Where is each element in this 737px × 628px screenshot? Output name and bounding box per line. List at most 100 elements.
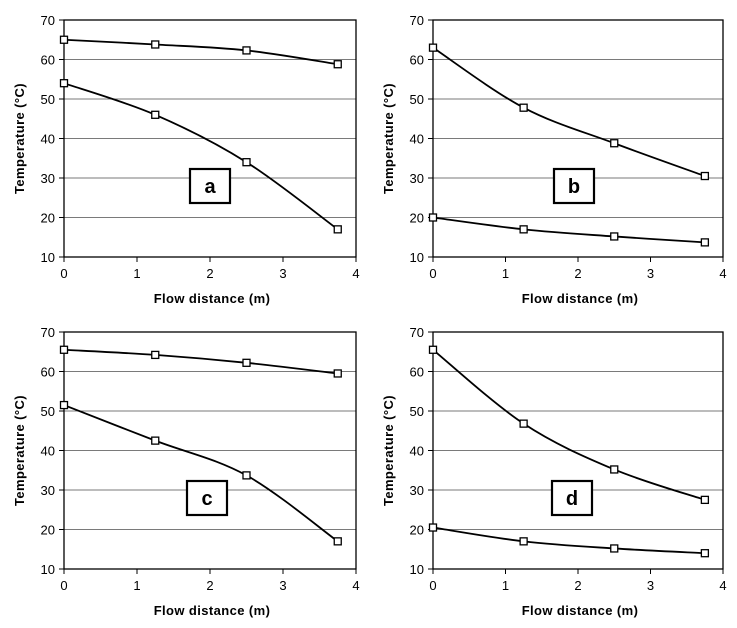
- series-2-curve: [432, 526, 705, 555]
- series-2-point-4: [333, 225, 342, 234]
- y-tick-label: 50: [410, 404, 424, 419]
- series-2-point-1: [428, 213, 438, 222]
- series-2-point-1: [59, 79, 69, 88]
- series-2-point-2: [151, 436, 160, 445]
- y-axis-title: Temperature (°C): [381, 395, 396, 506]
- series-1-point-4: [700, 171, 710, 181]
- series-1-point-1: [428, 43, 438, 52]
- y-tick-label: 70: [410, 13, 424, 28]
- y-tick-label: 30: [410, 483, 424, 498]
- x-tick-label: 1: [133, 266, 140, 281]
- series-1-point-3: [242, 46, 251, 55]
- y-tick-label: 40: [41, 444, 55, 459]
- panel-c: 10 20 30 40 50 60 70 0 1 2 3 4 Flow distance (m) Temp…: [12, 325, 360, 618]
- series-2-point-3: [610, 232, 619, 241]
- y-tick-label: 60: [410, 365, 424, 380]
- panel-letter-box: [188, 167, 232, 205]
- x-axis-title: Flow distance (m): [522, 291, 639, 306]
- y-axis-title: Temperature (°C): [381, 83, 396, 194]
- x-tick-label: 0: [429, 578, 436, 593]
- series-2-curve: [432, 216, 705, 244]
- series-1-point-2: [151, 350, 160, 360]
- series-2-point-1: [59, 400, 69, 410]
- series-1-point-2: [519, 103, 528, 112]
- y-tick-label: 10: [410, 250, 424, 265]
- series-2-curve: [63, 82, 339, 231]
- y-tick-label: 50: [41, 404, 55, 419]
- panel-letter: c: [201, 488, 212, 510]
- x-axis-title: Flow distance (m): [154, 291, 271, 306]
- series-2-point-3: [610, 544, 619, 553]
- y-tick-label: 30: [41, 483, 55, 498]
- y-tick-label: 10: [41, 250, 55, 265]
- panel-letter-box: [550, 479, 594, 517]
- x-tick-label: 1: [133, 578, 140, 593]
- series-1-point-1: [59, 35, 69, 44]
- x-tick-label: 1: [502, 266, 509, 281]
- x-axis-title: Flow distance (m): [522, 603, 639, 618]
- panel-d: 10 20 30 40 50 60 70 0 1 2 3 4 Flow distance (m) Temp…: [381, 325, 727, 618]
- series-1-point-3: [610, 465, 619, 474]
- x-tick-label: 0: [429, 266, 436, 281]
- series-1-curve: [432, 46, 706, 177]
- series-2-point-2: [151, 110, 160, 119]
- x-tick-label: 2: [574, 578, 581, 593]
- series-1-curve: [63, 348, 338, 375]
- x-tick-label: 4: [352, 578, 359, 593]
- series-1-point-3: [242, 358, 251, 367]
- y-tick-label: 20: [410, 211, 424, 226]
- x-tick-label: 2: [206, 266, 213, 281]
- series-2-point-4: [700, 238, 710, 247]
- series-1-point-1: [428, 345, 438, 354]
- y-axis-title: Temperature (°C): [12, 83, 27, 194]
- y-tick-label: 40: [41, 132, 55, 147]
- series-2-point-1: [428, 523, 438, 532]
- series-1-curve: [63, 38, 338, 66]
- series-1-point-3: [610, 139, 619, 148]
- panel-a: 10 20 30 40 50 60 70 0 1 2 3 4 Flow distance (m) Temp…: [12, 13, 360, 306]
- series-2-curve: [63, 404, 339, 543]
- y-tick-label: 50: [41, 92, 55, 107]
- y-tick-label: 20: [410, 523, 424, 538]
- x-tick-label: 0: [60, 266, 67, 281]
- y-axis-title: Temperature (°C): [12, 395, 27, 506]
- x-axis-title: Flow distance (m): [154, 603, 271, 618]
- x-tick-label: 3: [647, 578, 654, 593]
- y-tick-label: 60: [410, 53, 424, 68]
- y-tick-label: 70: [41, 13, 55, 28]
- series-1-point-4: [333, 369, 342, 378]
- series-2-point-3: [242, 471, 251, 480]
- panel-letter: a: [204, 176, 216, 198]
- panel-letter-box: [552, 167, 596, 205]
- y-tick-label: 10: [41, 562, 55, 577]
- series-2-point-3: [242, 158, 251, 167]
- x-tick-label: 3: [279, 266, 286, 281]
- y-tick-label: 60: [41, 53, 55, 68]
- y-tick-label: 40: [410, 444, 424, 459]
- series-1-point-4: [700, 495, 710, 505]
- series-1-point-2: [151, 40, 160, 49]
- y-tick-label: 60: [41, 365, 55, 380]
- x-tick-label: 4: [719, 266, 726, 281]
- series-1-point-4: [333, 60, 342, 69]
- panel-letter: d: [566, 488, 578, 510]
- x-tick-label: 1: [502, 578, 509, 593]
- series-1-point-2: [519, 419, 528, 428]
- x-tick-label: 4: [719, 578, 726, 593]
- panel-b: 10 20 30 40 50 60 70 0 1 2 3 4 Flow distance (m) Temp…: [381, 13, 727, 306]
- x-tick-label: 2: [574, 266, 581, 281]
- series-1-point-1: [59, 345, 69, 354]
- series-2-point-2: [519, 225, 528, 234]
- series-1-curve: [432, 349, 706, 501]
- y-tick-label: 70: [410, 325, 424, 340]
- x-tick-label: 3: [279, 578, 286, 593]
- series-2-point-2: [519, 537, 528, 546]
- series-2-point-4: [700, 549, 710, 558]
- y-tick-label: 30: [410, 171, 424, 186]
- x-tick-label: 2: [206, 578, 213, 593]
- y-tick-label: 70: [41, 325, 55, 340]
- y-tick-label: 20: [41, 523, 55, 538]
- panel-letter: b: [568, 176, 580, 198]
- y-tick-label: 10: [410, 562, 424, 577]
